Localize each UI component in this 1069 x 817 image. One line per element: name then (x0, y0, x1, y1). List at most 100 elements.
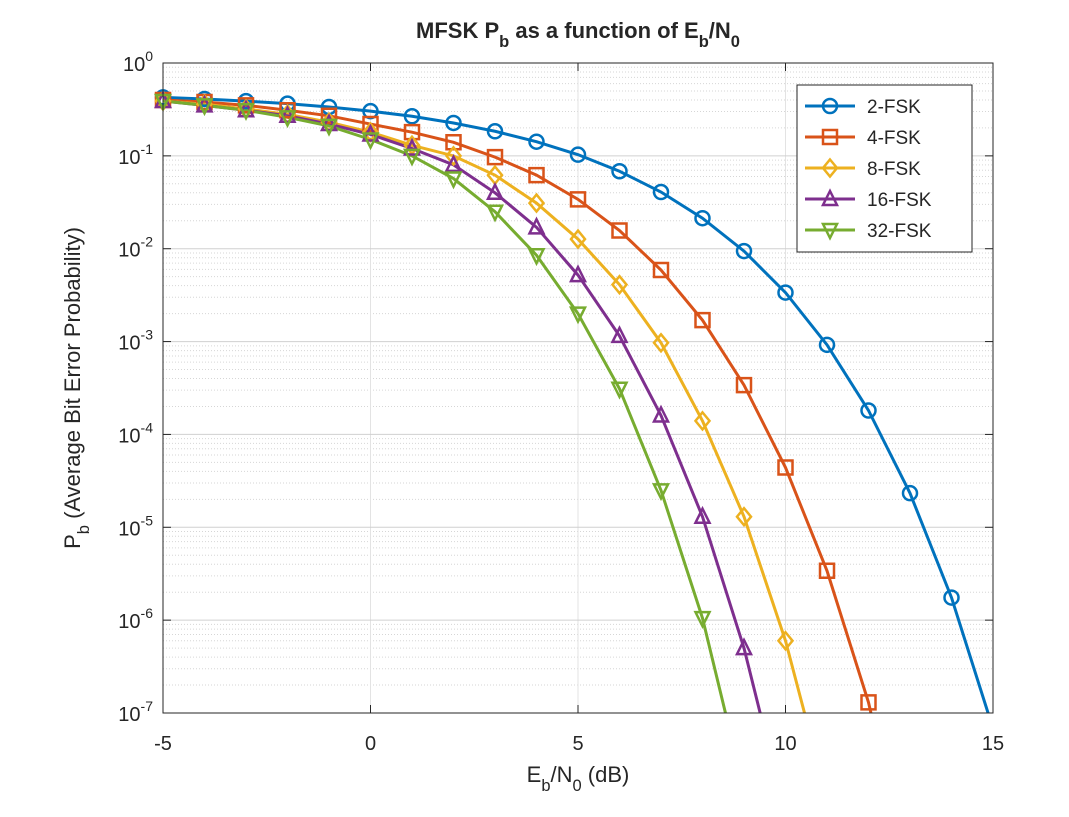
y-tick-label: 10-2 (118, 234, 153, 262)
marker (568, 306, 588, 325)
marker (278, 110, 297, 129)
y-tick-label: 10-7 (118, 698, 153, 726)
marker (486, 123, 504, 140)
marker (403, 108, 421, 125)
x-tick-label: 15 (982, 733, 1004, 755)
x-tick-label: 5 (572, 733, 583, 755)
marker (610, 325, 629, 344)
marker (402, 148, 422, 167)
y-tick-label: 10-4 (118, 419, 153, 447)
marker (485, 204, 505, 223)
marker (776, 630, 795, 652)
marker (652, 261, 670, 279)
tick-exponent: -6 (141, 605, 154, 621)
marker (485, 182, 505, 201)
tick-exponent: 0 (145, 48, 153, 64)
marker (694, 209, 711, 227)
marker (569, 191, 587, 208)
tick-exponent: -2 (141, 234, 154, 250)
tick-base: 10 (118, 333, 140, 355)
marker (860, 694, 877, 711)
text-part: (dB) (582, 762, 630, 787)
chart-title: MFSK Pb as a function of Eb/N0 (416, 18, 740, 51)
subscript: 0 (573, 777, 582, 795)
marker (693, 610, 712, 629)
y-tick-label: 10-5 (118, 512, 153, 540)
marker (569, 228, 587, 250)
tick-base: 10 (118, 704, 140, 726)
marker (361, 132, 380, 151)
marker (652, 183, 670, 201)
text-part: MFSK P (416, 18, 499, 43)
subscript: b (75, 525, 93, 534)
marker (568, 264, 588, 283)
marker (735, 376, 753, 394)
marker (820, 222, 840, 241)
marker (901, 484, 919, 502)
tick-exponent: -7 (141, 698, 154, 714)
marker (444, 145, 463, 167)
subscript: b (541, 777, 550, 795)
marker (610, 274, 629, 296)
tick-base: 10 (118, 240, 140, 262)
tick-base: 10 (123, 54, 145, 76)
x-axis-label: Eb/N0 (dB) (527, 762, 630, 795)
marker (777, 284, 794, 301)
marker (278, 105, 297, 124)
tick-exponent: -1 (141, 141, 154, 157)
y-tick-label: 10-1 (118, 141, 153, 169)
marker (569, 146, 587, 163)
y-tick-label: 10-6 (118, 605, 153, 633)
marker (444, 154, 463, 173)
tick-exponent: -3 (141, 327, 154, 343)
marker (445, 134, 462, 151)
marker (818, 336, 836, 354)
series-line (163, 99, 728, 713)
marker (319, 118, 339, 137)
legend-label: 2-FSK (867, 97, 921, 118)
marker (611, 222, 628, 239)
tick-base: 10 (118, 147, 140, 169)
marker (860, 402, 877, 419)
marker (693, 505, 712, 524)
text-part: (Average Bit Error Probability) (60, 227, 85, 525)
marker (610, 381, 629, 400)
marker (236, 102, 256, 122)
subscript: b (699, 33, 709, 51)
x-tick-label: 0 (365, 733, 376, 755)
text-part: as a function of E (509, 18, 698, 43)
marker (652, 332, 670, 354)
text-part: P (60, 534, 85, 549)
marker (735, 506, 753, 528)
marker (527, 248, 546, 267)
marker (527, 216, 546, 235)
marker (943, 589, 960, 606)
marker (818, 562, 836, 580)
marker (444, 171, 463, 190)
legend-label: 16-FSK (867, 190, 932, 211)
x-tick-label: -5 (154, 733, 172, 755)
tick-base: 10 (118, 611, 140, 633)
y-tick-label: 10-3 (118, 327, 153, 355)
marker (651, 483, 671, 502)
marker (821, 97, 839, 115)
series-markers (153, 89, 960, 711)
marker (528, 133, 545, 150)
text-part: /N (709, 18, 731, 43)
marker (651, 404, 671, 423)
marker (528, 166, 545, 184)
y-tick-label: 100 (123, 48, 153, 76)
subscript: b (499, 33, 509, 51)
text-part: E (527, 762, 542, 787)
marker (734, 637, 754, 656)
marker (195, 98, 214, 117)
marker (402, 137, 422, 156)
marker (693, 410, 712, 432)
legend: 2-FSK 4-FSK 8-FSK 16-FSK 32-FSK (796, 84, 973, 253)
marker (611, 162, 628, 180)
series-line (163, 95, 990, 713)
tick-exponent: -4 (141, 419, 154, 435)
legend-label: 32-FSK (867, 221, 932, 242)
tick-base: 10 (118, 518, 140, 540)
